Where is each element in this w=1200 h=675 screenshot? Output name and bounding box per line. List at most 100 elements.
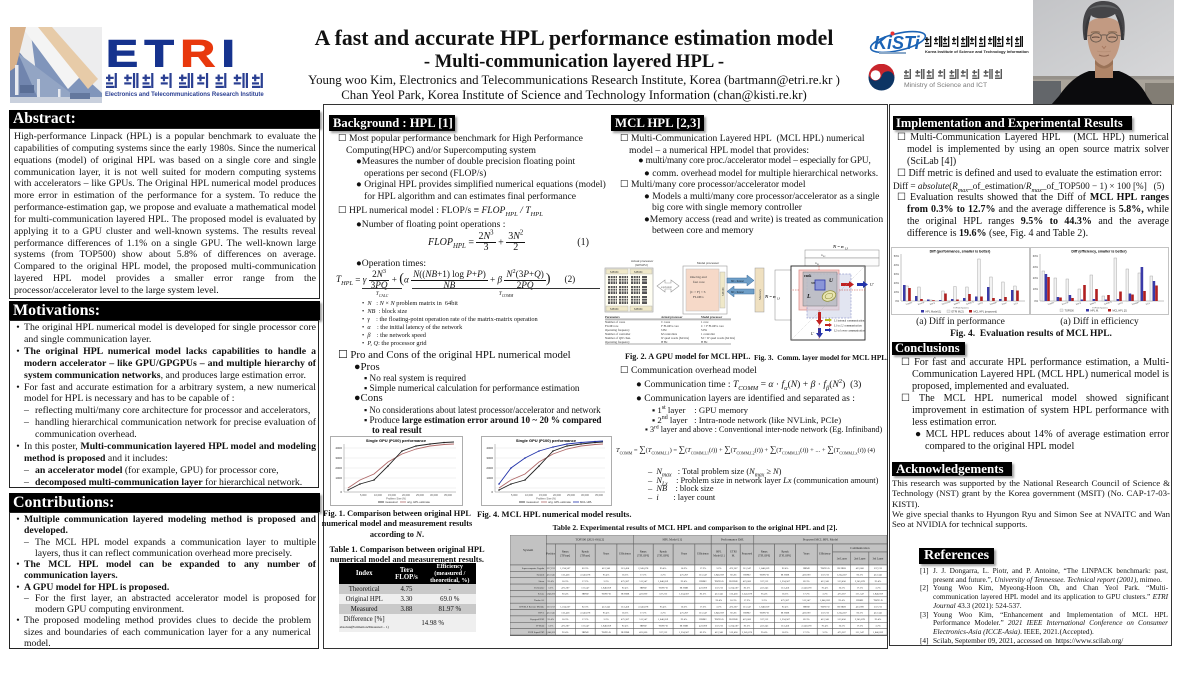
svg-text:4000: 4000 bbox=[486, 446, 493, 450]
svg-text:3000: 3000 bbox=[335, 456, 342, 460]
svg-text:1,234,567: 1,234,567 bbox=[560, 567, 571, 570]
svg-text:511,547: 511,547 bbox=[699, 612, 708, 615]
svg-text:TOFU-D: TOFU-D bbox=[760, 612, 769, 615]
svg-text:L1 internal communication: L1 internal communication bbox=[833, 320, 865, 323]
svg-text:Sierra: Sierra bbox=[1076, 302, 1083, 306]
svg-text:DGX: DGX bbox=[1146, 303, 1151, 306]
svg-text:17.2%: 17.2% bbox=[803, 631, 809, 634]
svg-text:Perlmutter: Perlmutter bbox=[941, 300, 951, 306]
svg-text:TOFU-D: TOFU-D bbox=[873, 599, 882, 602]
svg-text:Actual processor: Actual processor bbox=[631, 259, 653, 263]
svg-text:92.4%: 92.4% bbox=[622, 624, 628, 627]
svg-text:513,456: 513,456 bbox=[781, 586, 790, 589]
svg-text:10%: 10% bbox=[1033, 287, 1039, 291]
svg-text:16.3%: 16.3% bbox=[562, 618, 568, 621]
svg-text:HPC5: HPC5 bbox=[538, 612, 545, 615]
svg-text:Selene: Selene bbox=[954, 302, 961, 306]
svg-text:MCL HPL [2]: MCL HPL [2] bbox=[1113, 310, 1127, 313]
svg-text:MCL HPL (proposed): MCL HPL (proposed) bbox=[974, 311, 998, 314]
svg-text:(GPGPU): (GPGPU) bbox=[635, 263, 648, 267]
svg-text:3rd Layer: 3rd Layer bbox=[872, 557, 883, 560]
svg-text:537,212: 537,212 bbox=[760, 618, 769, 621]
svg-text:412,345: 412,345 bbox=[547, 612, 556, 615]
svg-text:1,234,567: 1,234,567 bbox=[780, 580, 791, 583]
svg-text:17.2%: 17.2% bbox=[857, 624, 863, 627]
svg-text:412,345: 412,345 bbox=[874, 574, 883, 577]
svg-text:95.4%: 95.4% bbox=[875, 580, 881, 583]
svg-text:U: U bbox=[829, 278, 834, 284]
svg-text:Summit: Summit bbox=[917, 301, 925, 306]
svg-text:412,345: 412,345 bbox=[715, 593, 724, 596]
svg-text:Years: Years bbox=[603, 553, 609, 556]
svg-text:TOFU-D: TOFU-D bbox=[760, 574, 769, 577]
svg-text:FLOP/core: FLOP/core bbox=[605, 324, 619, 328]
svg-text:412,345: 412,345 bbox=[547, 574, 556, 577]
svg-text:475,267: 475,267 bbox=[729, 605, 738, 608]
svg-text:DGX SuperPOD: DGX SuperPOD bbox=[528, 631, 544, 634]
svg-text:Rpeak: Rpeak bbox=[781, 551, 789, 554]
svg-text:82.3%: 82.3% bbox=[582, 567, 588, 570]
svg-text:Communication: Communication bbox=[850, 546, 870, 550]
svg-text:Rmax: Rmax bbox=[761, 551, 768, 554]
svg-text:Efficiency: Efficiency bbox=[819, 553, 831, 556]
svg-text:412,345: 412,345 bbox=[821, 618, 830, 621]
svg-text:40%: 40% bbox=[1033, 265, 1039, 269]
svg-text:F FLOP/s core: F FLOP/s core bbox=[660, 324, 680, 328]
svg-text:Years: Years bbox=[681, 553, 687, 556]
svg-text:IB HDR: IB HDR bbox=[621, 593, 630, 596]
svg-text:513,456: 513,456 bbox=[561, 612, 570, 615]
svg-text:Problem Size (N): Problem Size (N) bbox=[386, 497, 406, 501]
svg-text:17.2%: 17.2% bbox=[582, 618, 588, 621]
svg-text:2,345,678: 2,345,678 bbox=[742, 631, 753, 634]
svg-text:IB HDR: IB HDR bbox=[837, 567, 846, 570]
svg-text:10,000: 10,000 bbox=[525, 493, 533, 497]
svg-text:1,846,059: 1,846,059 bbox=[714, 574, 725, 577]
svg-text:HBM2: HBM2 bbox=[803, 605, 811, 608]
svg-text:[TFlops]: [TFlops] bbox=[580, 555, 590, 558]
svg-text:537,212: 537,212 bbox=[547, 605, 556, 608]
svg-text:Parameters: Parameters bbox=[605, 315, 621, 319]
svg-text:15,000: 15,000 bbox=[388, 493, 396, 497]
svg-text:HPL M.: HPL M. bbox=[1091, 310, 1100, 313]
svg-text:2,345,678: 2,345,678 bbox=[580, 612, 591, 615]
svg-text:513,456: 513,456 bbox=[781, 624, 790, 627]
svg-text:[TFLOPS]: [TFLOPS] bbox=[758, 555, 770, 558]
svg-text:HBM2: HBM2 bbox=[700, 580, 708, 583]
svg-text:1,846,059: 1,846,059 bbox=[546, 593, 557, 596]
svg-text:95.4%: 95.4% bbox=[603, 574, 609, 577]
svg-text:16.3%: 16.3% bbox=[782, 593, 788, 596]
svg-text:Summit: Summit bbox=[1061, 301, 1069, 306]
svg-text:1000: 1000 bbox=[335, 476, 342, 480]
svg-text:JUWELS: JUWELS bbox=[966, 301, 975, 306]
svg-text:537,212: 537,212 bbox=[821, 574, 830, 577]
svg-text:475,267: 475,267 bbox=[621, 618, 630, 621]
svg-text:One big and: One big and bbox=[690, 275, 707, 279]
svg-text:20,000: 20,000 bbox=[402, 493, 410, 497]
svg-text:2,345,678: 2,345,678 bbox=[801, 624, 812, 627]
svg-text:[TFLOPS]: [TFLOPS] bbox=[779, 555, 791, 558]
svg-text:95.4%: 95.4% bbox=[875, 618, 881, 621]
svg-text:17.2%: 17.2% bbox=[700, 567, 706, 570]
svg-text:Number of controller: Number of controller bbox=[605, 332, 631, 336]
svg-text:S Hz: S Hz bbox=[701, 328, 708, 332]
svg-text:Rpeak: Rpeak bbox=[660, 551, 668, 554]
svg-text:FLOP/s: FLOP/s bbox=[693, 295, 704, 299]
svg-text:95.4%: 95.4% bbox=[716, 599, 722, 602]
svg-text:ETRI: ETRI bbox=[730, 551, 736, 554]
svg-text:95.4%: 95.4% bbox=[660, 605, 666, 608]
svg-text:HBM2: HBM2 bbox=[700, 618, 708, 621]
svg-text:Model processor: Model processor bbox=[697, 261, 719, 265]
svg-text:Problem Size (N): Problem Size (N) bbox=[536, 497, 556, 501]
svg-text:0: 0 bbox=[491, 490, 493, 494]
svg-text:95.4%: 95.4% bbox=[548, 580, 554, 583]
svg-text:L: L bbox=[806, 294, 811, 300]
svg-text:537,212: 537,212 bbox=[659, 631, 668, 634]
svg-text:511,547: 511,547 bbox=[639, 618, 648, 621]
svg-text:MEMC: MEMC bbox=[634, 270, 643, 274]
svg-text:TOP500: TOP500 bbox=[1065, 310, 1075, 313]
svg-text:TOFU-D: TOFU-D bbox=[714, 580, 723, 583]
svg-text:10%: 10% bbox=[894, 290, 900, 294]
svg-text:Fugaku: Fugaku bbox=[906, 302, 913, 306]
svg-text:511,547: 511,547 bbox=[639, 580, 648, 583]
svg-text:17.2%: 17.2% bbox=[700, 605, 706, 608]
